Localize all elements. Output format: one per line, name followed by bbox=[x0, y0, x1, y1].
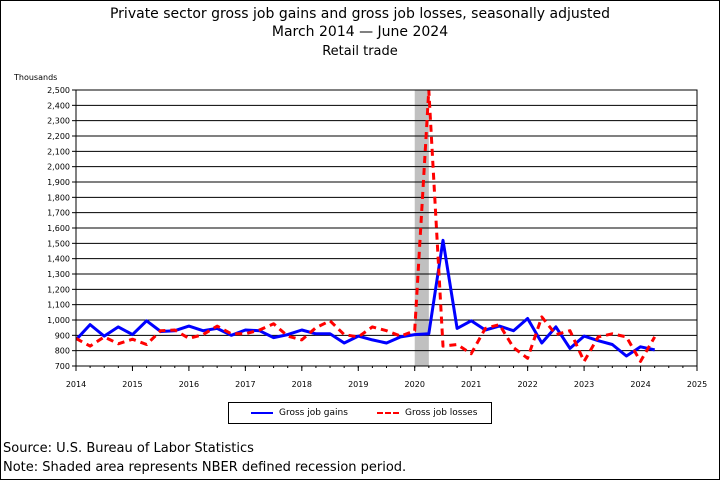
y-axis-units-label: Thousands bbox=[14, 73, 58, 82]
series-line-gross-job-losses bbox=[76, 90, 656, 363]
y-tick-label: 2,500 bbox=[47, 86, 70, 95]
grid-layer bbox=[76, 89, 697, 352]
y-tick-label: 1,500 bbox=[47, 239, 70, 248]
chart-title: Private sector gross job gains and gross… bbox=[109, 6, 611, 22]
y-tick-label: 900 bbox=[55, 331, 70, 340]
legend-swatch-solid-blue bbox=[251, 412, 273, 414]
x-tick-label: 2017 bbox=[235, 380, 255, 389]
legend-label-losses: Gross job losses bbox=[405, 408, 478, 418]
y-tick-label: 1,100 bbox=[47, 301, 70, 310]
x-tick-label: 2025 bbox=[687, 380, 707, 389]
line-chart: 700 800 900 1,000 1,100 1,200 1,300 1,400 1,500 1… bbox=[47, 86, 707, 389]
x-tick-label: 2018 bbox=[292, 380, 312, 389]
y-tick-label: 1,700 bbox=[47, 209, 70, 218]
x-tick-label: 2021 bbox=[461, 380, 481, 389]
y-tick-label: 2,000 bbox=[47, 163, 70, 172]
y-tick-label: 1,400 bbox=[47, 255, 70, 264]
y-tick-label: 2,200 bbox=[47, 132, 70, 141]
x-tick-label: 2024 bbox=[630, 380, 650, 389]
x-tick-label: 2016 bbox=[179, 380, 199, 389]
x-tick-label: 2022 bbox=[517, 380, 537, 389]
y-tick-label: 700 bbox=[55, 362, 70, 371]
x-tick-label: 2019 bbox=[348, 380, 368, 389]
x-tick-label: 2014 bbox=[66, 380, 86, 389]
y-tick-label: 1,800 bbox=[47, 193, 70, 202]
axis-layer: 700 800 900 1,000 1,100 1,200 1,300 1,400 1,500 1… bbox=[47, 86, 707, 389]
y-tick-label: 1,000 bbox=[47, 316, 70, 325]
chart-subtitle-industry: Retail trade bbox=[322, 44, 398, 59]
legend-swatch-dashed-red bbox=[377, 412, 399, 414]
series-line-gross-job-gains bbox=[76, 238, 656, 358]
y-tick-label: 2,100 bbox=[47, 147, 70, 156]
y-tick-label: 2,300 bbox=[47, 117, 70, 126]
x-tick-label: 2020 bbox=[405, 380, 425, 389]
legend-item-gross-job-losses: Gross job losses bbox=[377, 403, 489, 423]
y-tick-label: 1,600 bbox=[47, 224, 70, 233]
source-note: Source: U.S. Bureau of Labor Statistics bbox=[3, 441, 254, 456]
y-tick-label: 2,400 bbox=[47, 101, 70, 110]
chart-subtitle-date-range: March 2014 — June 2024 bbox=[271, 24, 449, 40]
x-tick-label: 2015 bbox=[122, 380, 142, 389]
y-tick-label: 1,200 bbox=[47, 285, 70, 294]
series-layer bbox=[76, 90, 656, 363]
recession-note: Note: Shaded area represents NBER define… bbox=[3, 460, 407, 475]
legend-item-gross-job-gains: Gross job gains bbox=[251, 403, 371, 423]
legend-label-gains: Gross job gains bbox=[279, 408, 348, 418]
y-tick-label: 1,900 bbox=[47, 178, 70, 187]
y-tick-label: 800 bbox=[55, 347, 70, 356]
chart-legend: Gross job gains Gross job losses bbox=[228, 402, 492, 424]
y-tick-label: 1,300 bbox=[47, 270, 70, 279]
x-tick-label: 2023 bbox=[574, 380, 594, 389]
